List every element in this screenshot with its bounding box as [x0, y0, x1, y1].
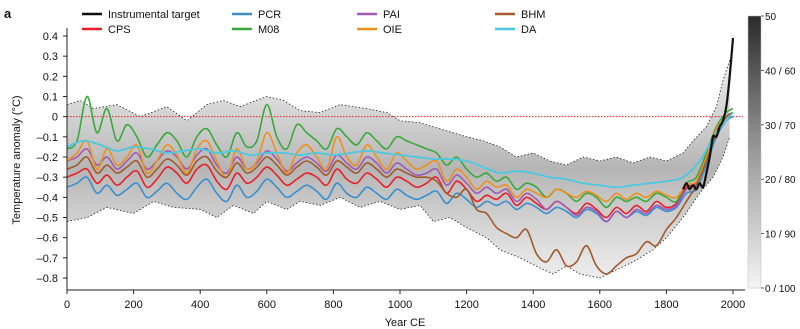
y-tick-label: 0.1: [43, 92, 58, 104]
lower-envelope-line: [66, 136, 731, 279]
y-tick-label: –0.6: [37, 233, 58, 245]
legend: Instrumental target CPS PCR M08 PAI OIE BHM DA: [82, 9, 545, 36]
legend-label-instrumental-target: Instrumental target: [108, 9, 200, 21]
colorbar-label: 50: [765, 12, 777, 23]
series-line-m08: [66, 95, 734, 209]
colorbar-label: 30 / 70: [765, 121, 796, 132]
y-tick-label: –0.3: [37, 172, 58, 184]
x-tick-label: 2000: [721, 299, 745, 311]
legend-label-cps: CPS: [108, 24, 131, 36]
x-tick-label: 600: [258, 299, 276, 311]
y-tick-label: –0.5: [37, 213, 58, 225]
axes: [66, 28, 745, 291]
y-tick-label: –0.1: [37, 132, 58, 144]
legend-label-oie: OIE: [383, 24, 402, 36]
x-tick-label: 800: [324, 299, 342, 311]
x-tick-label: 1000: [388, 299, 412, 311]
y-tick-label: –0.2: [37, 152, 58, 164]
x-axis-label: Year CE: [385, 317, 426, 329]
legend-label-m08: M08: [258, 24, 279, 36]
series-line-da: [66, 112, 734, 189]
colorbar-label: 0 / 100: [765, 284, 796, 295]
x-tick-label: 400: [191, 299, 209, 311]
y-tick-label: –0.8: [37, 273, 58, 285]
y-tick-label: 0: [52, 112, 58, 124]
y-tick-label: –0.7: [37, 253, 58, 265]
y-ticks: 0.4 0.3 0.2 0.1 0 –0.1 –0.2 –0.3 –0.4 –0.5 –0.6 –0.…: [37, 31, 67, 285]
y-tick-label: –0.4: [37, 192, 58, 204]
series-line-cps: [66, 111, 734, 219]
x-ticks: 0 200 400 600 800 1000 1200 1400 1600 1800 2000: [64, 290, 745, 311]
colorbar-gradient: [747, 15, 762, 289]
legend-label-da: DA: [521, 24, 537, 36]
colorbar-label: 40 / 60: [765, 66, 796, 77]
series-line-bhm: [66, 111, 734, 275]
colorbar: 50 40 / 60 30 / 70 20 / 80 10 / 90 0 / 100: [747, 12, 796, 295]
legend-label-pcr: PCR: [258, 9, 281, 21]
x-tick-label: 1400: [521, 299, 545, 311]
x-tick-label: 1800: [654, 299, 678, 311]
x-tick-label: 1600: [588, 299, 612, 311]
y-tick-label: 0.2: [43, 71, 58, 83]
x-tick-label: 1200: [454, 299, 478, 311]
y-tick-label: 0.3: [43, 51, 58, 63]
plot-area: [66, 37, 743, 279]
legend-label-pai: PAI: [383, 9, 400, 21]
series-line-instrumental-target: [682, 37, 735, 191]
legend-label-bhm: BHM: [521, 9, 545, 21]
y-tick-label: 0.4: [43, 31, 58, 43]
panel-label: a: [4, 6, 12, 21]
y-axis-label: Temperature anomaly (°C): [11, 95, 23, 224]
upper-envelope-line: [66, 60, 731, 166]
x-tick-label: 0: [64, 299, 70, 311]
x-tick-label: 200: [124, 299, 142, 311]
colorbar-label: 20 / 80: [765, 175, 796, 186]
colorbar-label: 10 / 90: [765, 230, 796, 241]
